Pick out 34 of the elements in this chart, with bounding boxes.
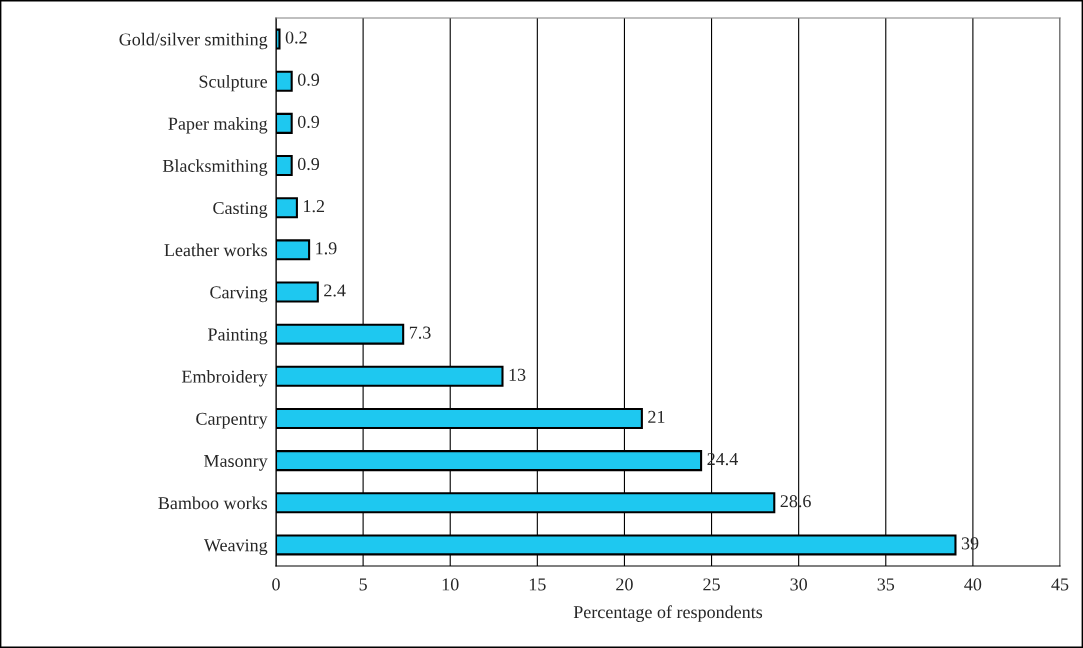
data-label: 0.9 — [297, 73, 320, 86]
y-tick-label: Carving — [210, 286, 268, 303]
x-tick-label: 40 — [964, 578, 982, 591]
data-label: 0.9 — [297, 115, 320, 128]
data-label: 21 — [648, 410, 665, 423]
y-tick-label: Gold/silver smithing — [119, 32, 268, 50]
y-tick-label: Weaving — [203, 539, 268, 556]
x-tick-label: 25 — [703, 578, 720, 591]
x-tick-label: 15 — [529, 578, 546, 591]
y-tick-label: Casting — [213, 201, 268, 218]
data-label: 0.9 — [297, 157, 320, 171]
y-tick-label: Painting — [208, 328, 268, 345]
x-tick-label: 35 — [877, 578, 895, 591]
y-tick-label: Paper making — [168, 117, 268, 134]
x-tick-label: 10 — [442, 578, 459, 591]
y-tick-label: Carpentry — [196, 412, 268, 429]
x-tick-label: 20 — [616, 578, 633, 591]
y-tick-label: Bamboo works — [158, 496, 268, 510]
data-label: 7.3 — [409, 326, 431, 339]
data-label: 1.2 — [304, 200, 325, 213]
y-tick-label: Embroidery — [181, 370, 268, 387]
data-label: 0.2 — [285, 31, 307, 44]
y-tick-label: Masonry — [203, 455, 268, 471]
x-axis-title: Percentage of respondents — [573, 605, 763, 622]
y-tick-label: Sculpture — [199, 74, 268, 92]
y-tick-label: Blacksmithing — [162, 159, 268, 176]
y-tick-label: Leather works — [164, 243, 268, 257]
data-label: 13 — [509, 368, 526, 381]
x-tick-label: 45 — [1051, 578, 1069, 591]
x-tick-label: 30 — [790, 578, 808, 591]
x-tick-label: 5 — [359, 578, 367, 591]
x-tick-label: 0 — [272, 578, 280, 591]
data-label: 2.4 — [324, 284, 346, 297]
data-label: 1.9 — [316, 242, 337, 255]
